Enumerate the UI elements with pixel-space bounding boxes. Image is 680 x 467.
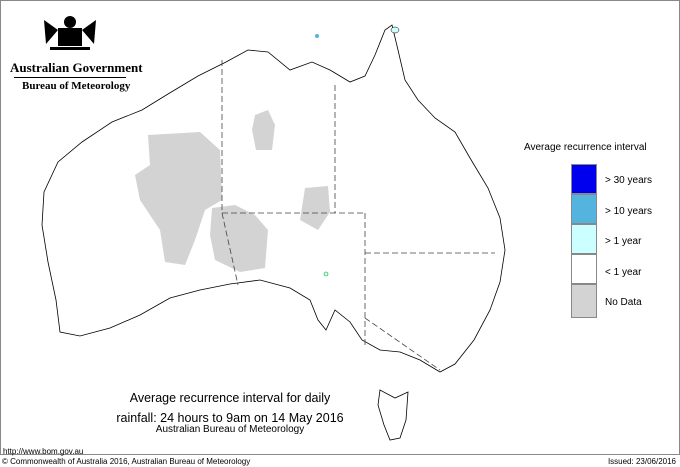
website-link[interactable]: http://www.bom.gov.au xyxy=(3,447,84,456)
caption-line-1: Average recurrence interval for daily xyxy=(129,391,331,405)
issued-date: Issued: 23/06/2016 xyxy=(607,457,676,466)
caption-line-2: rainfall: 24 hours to 9am on 14 May 2016 xyxy=(116,411,344,425)
legend-label: > 10 years xyxy=(605,206,652,217)
legend-title: Average recurrence interval xyxy=(524,142,647,153)
legend-label: > 30 years xyxy=(605,175,652,186)
rainfall-point xyxy=(323,271,329,277)
caption-source: Australian Bureau of Meteorology xyxy=(155,424,305,435)
org-name: Australian Government xyxy=(10,60,143,75)
legend-swatch-10-years xyxy=(571,194,597,224)
legend-swatch-1-year xyxy=(571,224,597,254)
coat-of-arms-logo xyxy=(44,16,96,50)
legend-label: No Data xyxy=(605,297,642,308)
copyright: © Commonwealth of Australia 2016, Austra… xyxy=(2,457,251,466)
dept-name: Bureau of Meteorology xyxy=(22,80,131,92)
legend-swatch-30-years xyxy=(571,164,597,194)
legend-swatch-under-1-year xyxy=(571,254,597,284)
no-data-areas xyxy=(135,110,330,272)
divider xyxy=(14,77,126,78)
map-caption: Average recurrence interval for daily ra… xyxy=(100,388,360,428)
state-borders xyxy=(221,60,495,371)
tasmania-outline xyxy=(377,389,409,441)
rainfall-point xyxy=(315,34,319,38)
legend-label: > 1 year xyxy=(605,236,642,247)
rainfall-point xyxy=(390,26,400,34)
mainland-outline xyxy=(41,24,506,373)
legend-swatch-no-data xyxy=(571,284,597,318)
legend-label: < 1 year xyxy=(605,267,642,278)
